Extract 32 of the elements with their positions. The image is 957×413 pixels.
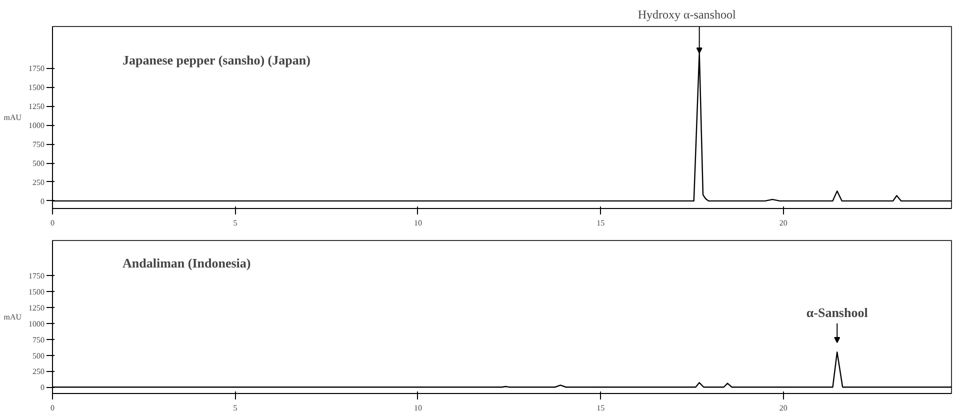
y-tick-label: 750: [32, 335, 44, 344]
x-tick-label: 5: [233, 404, 238, 412]
annotation: Japanese pepper (sansho) (Japan): [122, 52, 310, 68]
y-tick-label: 1750: [28, 272, 44, 281]
y-tick-label: 500: [32, 159, 44, 168]
y-tick-label: 1000: [28, 319, 44, 328]
x-tick-label: 20: [779, 404, 788, 412]
y-tick-label: 1000: [28, 121, 44, 130]
y-axis-title: mAU: [4, 312, 22, 322]
y-axis-title: mAU: [4, 113, 22, 122]
annotation: α-Sanshool: [806, 305, 868, 320]
x-tick-label: 10: [414, 218, 422, 228]
x-tick-label: 20: [779, 218, 788, 228]
y-tick-label: 1500: [28, 83, 44, 92]
x-tick-label: 10: [414, 404, 422, 412]
y-tick-label: 250: [32, 178, 44, 187]
y-tick-label: 0: [40, 383, 44, 392]
y-tick-label: 1500: [28, 288, 44, 296]
y-tick-label: 1250: [28, 303, 44, 312]
x-tick-label: 0: [50, 218, 54, 228]
x-tick-label: 15: [596, 218, 605, 228]
annotation: Hydroxy α-sanshool: [638, 8, 736, 22]
y-tick-label: 0: [40, 196, 44, 206]
x-tick-label: 15: [596, 404, 605, 412]
x-tick-label: 0: [50, 404, 54, 412]
y-tick-label: 1250: [28, 102, 44, 112]
y-tick-label: 1750: [28, 64, 44, 74]
x-tick-label: 5: [233, 218, 238, 228]
y-tick-label: 500: [32, 351, 44, 360]
annotation: Andaliman (Indonesia): [122, 256, 251, 270]
y-tick-label: 750: [32, 140, 44, 150]
y-tick-label: 250: [32, 367, 44, 376]
